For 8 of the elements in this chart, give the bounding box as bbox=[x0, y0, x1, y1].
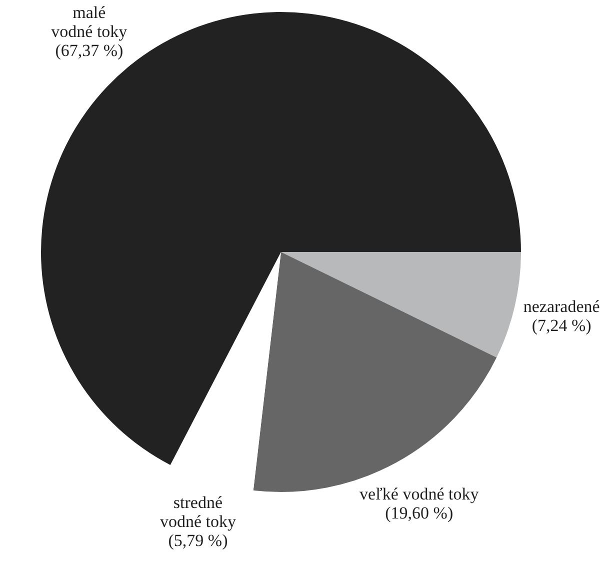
data-label: (5,79 %) bbox=[168, 531, 228, 550]
data-label: (7,24 %) bbox=[532, 316, 592, 335]
data-label: (19,60 %) bbox=[385, 504, 454, 523]
slice-label: malé vodné toky bbox=[51, 2, 128, 41]
slice-label: veľké vodné toky bbox=[359, 484, 480, 504]
slice-label: nezaradené bbox=[523, 296, 600, 316]
slice-label: stredné vodné toky bbox=[160, 493, 236, 532]
data-label: (67,37 %) bbox=[55, 40, 124, 60]
